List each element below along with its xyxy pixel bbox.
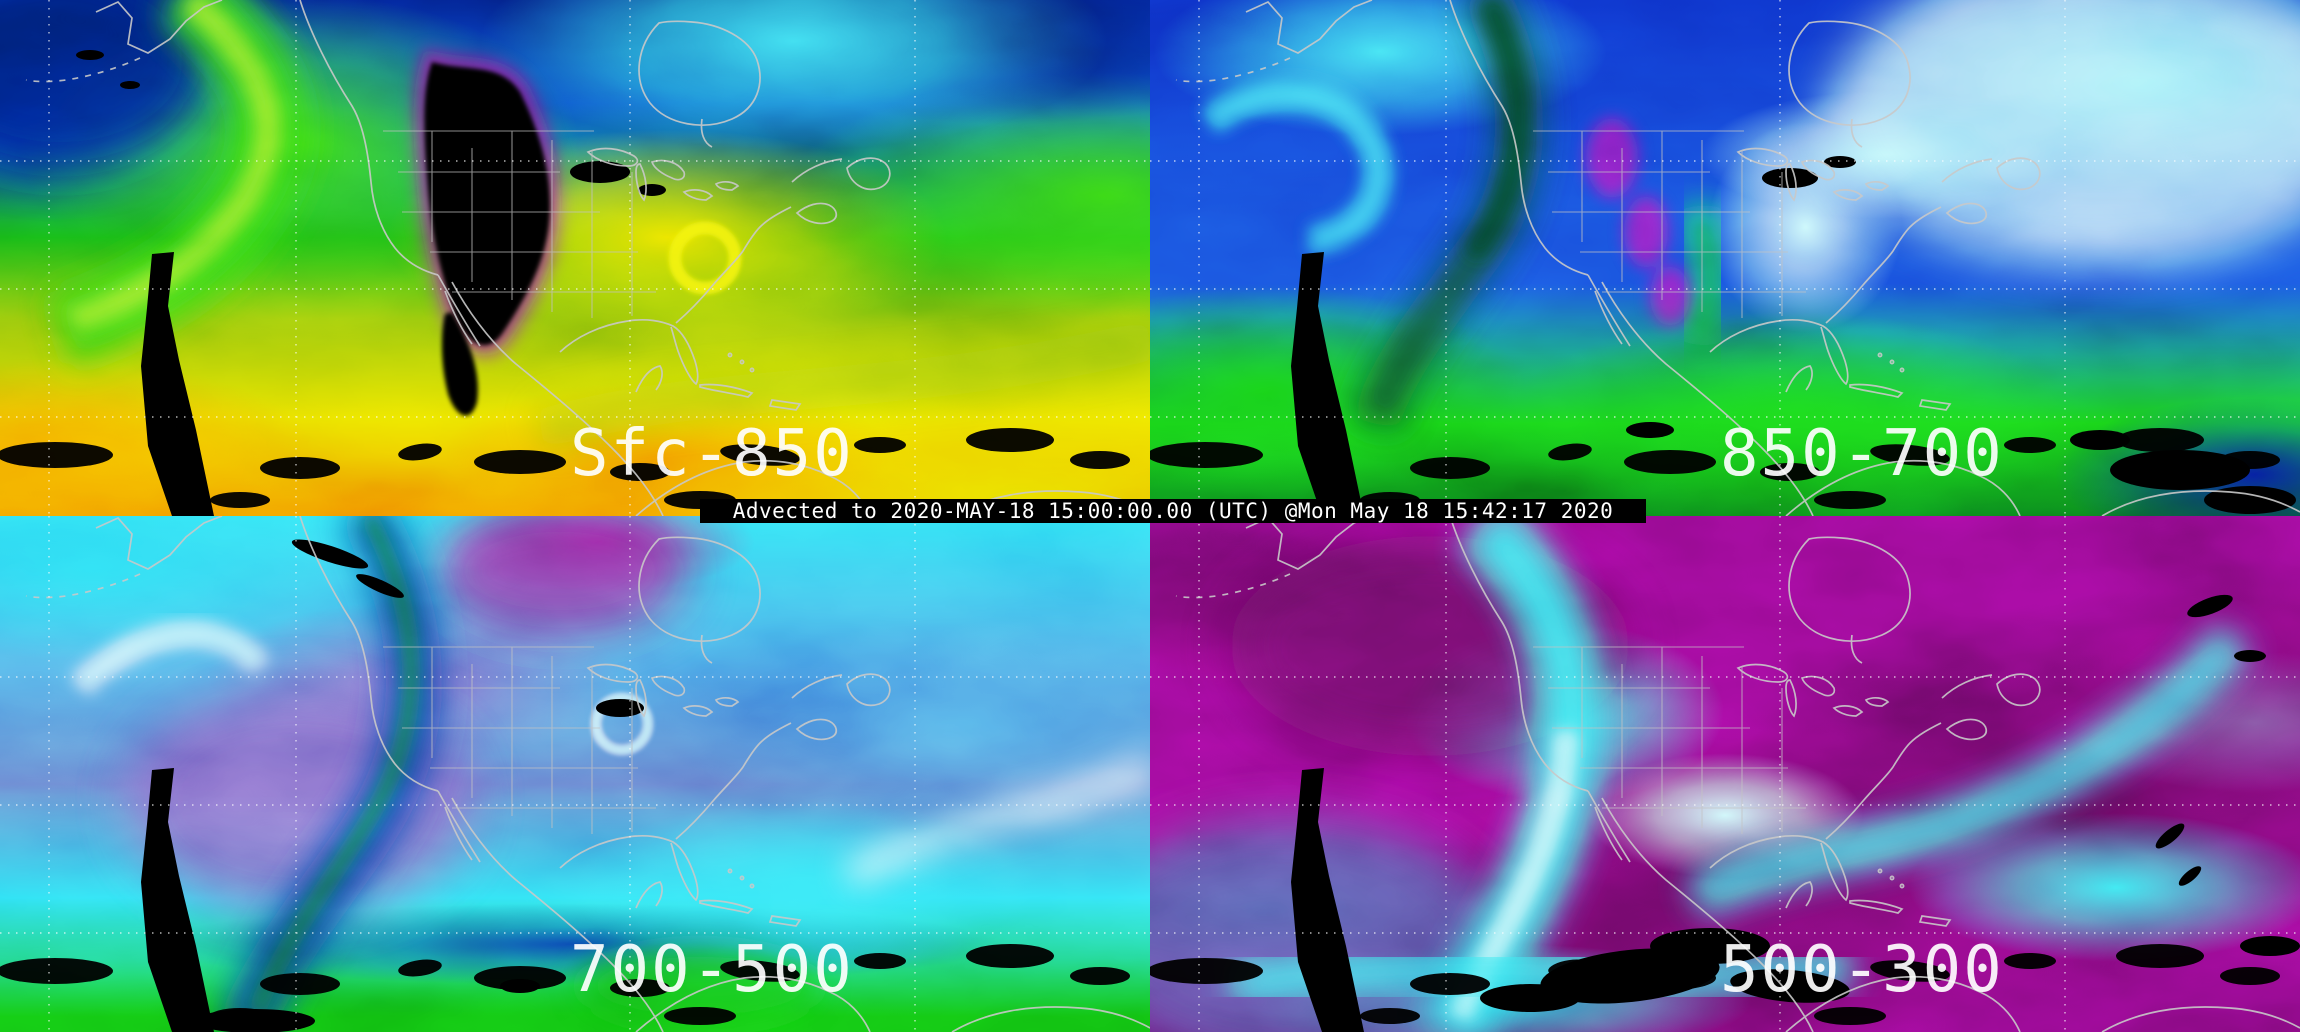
panel-sfc-850: Sfc-850 [0, 0, 1150, 516]
panel-label-500-300: 500-300 [1720, 933, 2004, 1007]
panel-700-500: 700-500 [0, 516, 1150, 1032]
convection-spots [0, 50, 1130, 509]
panel-label-850-700: 850-700 [1720, 417, 2004, 491]
panel-label-700-500: 700-500 [570, 933, 854, 1007]
terrain-mask [424, 62, 551, 346]
panel-850-700: 850-700 [1150, 0, 2300, 516]
panel-500-300-graphics [1150, 516, 2300, 1032]
panel-700-500-graphics [0, 516, 1150, 1032]
panel-850-700-graphics [1150, 0, 2300, 516]
panel-500-300: 500-300 [1150, 516, 2300, 1032]
timestamp-text: Advected to 2020-MAY-18 15:00:00.00 (UTC… [732, 499, 1614, 523]
panel-label-sfc-850: Sfc-850 [570, 417, 854, 491]
convection-spots [1150, 594, 2300, 1025]
timestamp-bar: Advected to 2020-MAY-18 15:00:00.00 (UTC… [700, 499, 1646, 523]
panel-sfc-850-graphics [0, 0, 1150, 516]
convection-spots [1150, 156, 2296, 514]
